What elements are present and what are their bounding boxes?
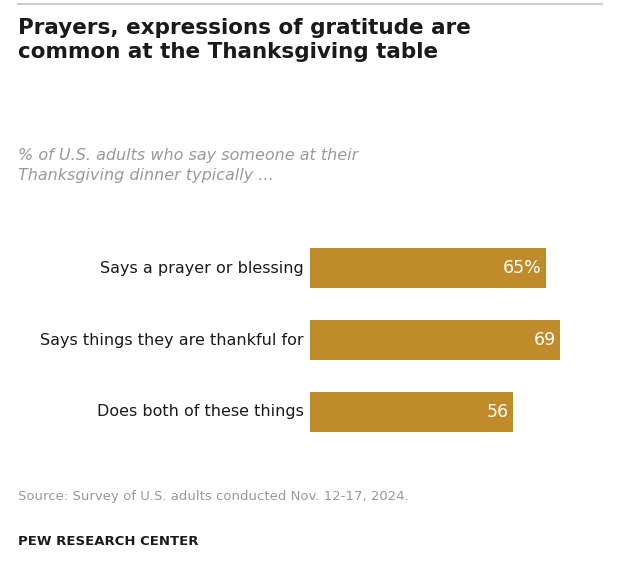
Text: PEW RESEARCH CENTER: PEW RESEARCH CENTER	[18, 535, 198, 548]
Text: Source: Survey of U.S. adults conducted Nov. 12-17, 2024.: Source: Survey of U.S. adults conducted …	[18, 490, 409, 503]
Bar	[310, 248, 546, 288]
Bar	[310, 320, 560, 360]
Text: 56: 56	[487, 403, 508, 421]
Text: Says things they are thankful for: Says things they are thankful for	[40, 332, 304, 347]
Text: 65%: 65%	[503, 259, 541, 277]
Bar	[310, 392, 513, 432]
Text: Prayers, expressions of gratitude are
common at the Thanksgiving table: Prayers, expressions of gratitude are co…	[18, 18, 471, 62]
Text: % of U.S. adults who say someone at their
Thanksgiving dinner typically ...: % of U.S. adults who say someone at thei…	[18, 148, 358, 183]
Text: Does both of these things: Does both of these things	[97, 404, 304, 419]
Text: Says a prayer or blessing: Says a prayer or blessing	[100, 260, 304, 276]
Text: 69: 69	[534, 331, 556, 349]
